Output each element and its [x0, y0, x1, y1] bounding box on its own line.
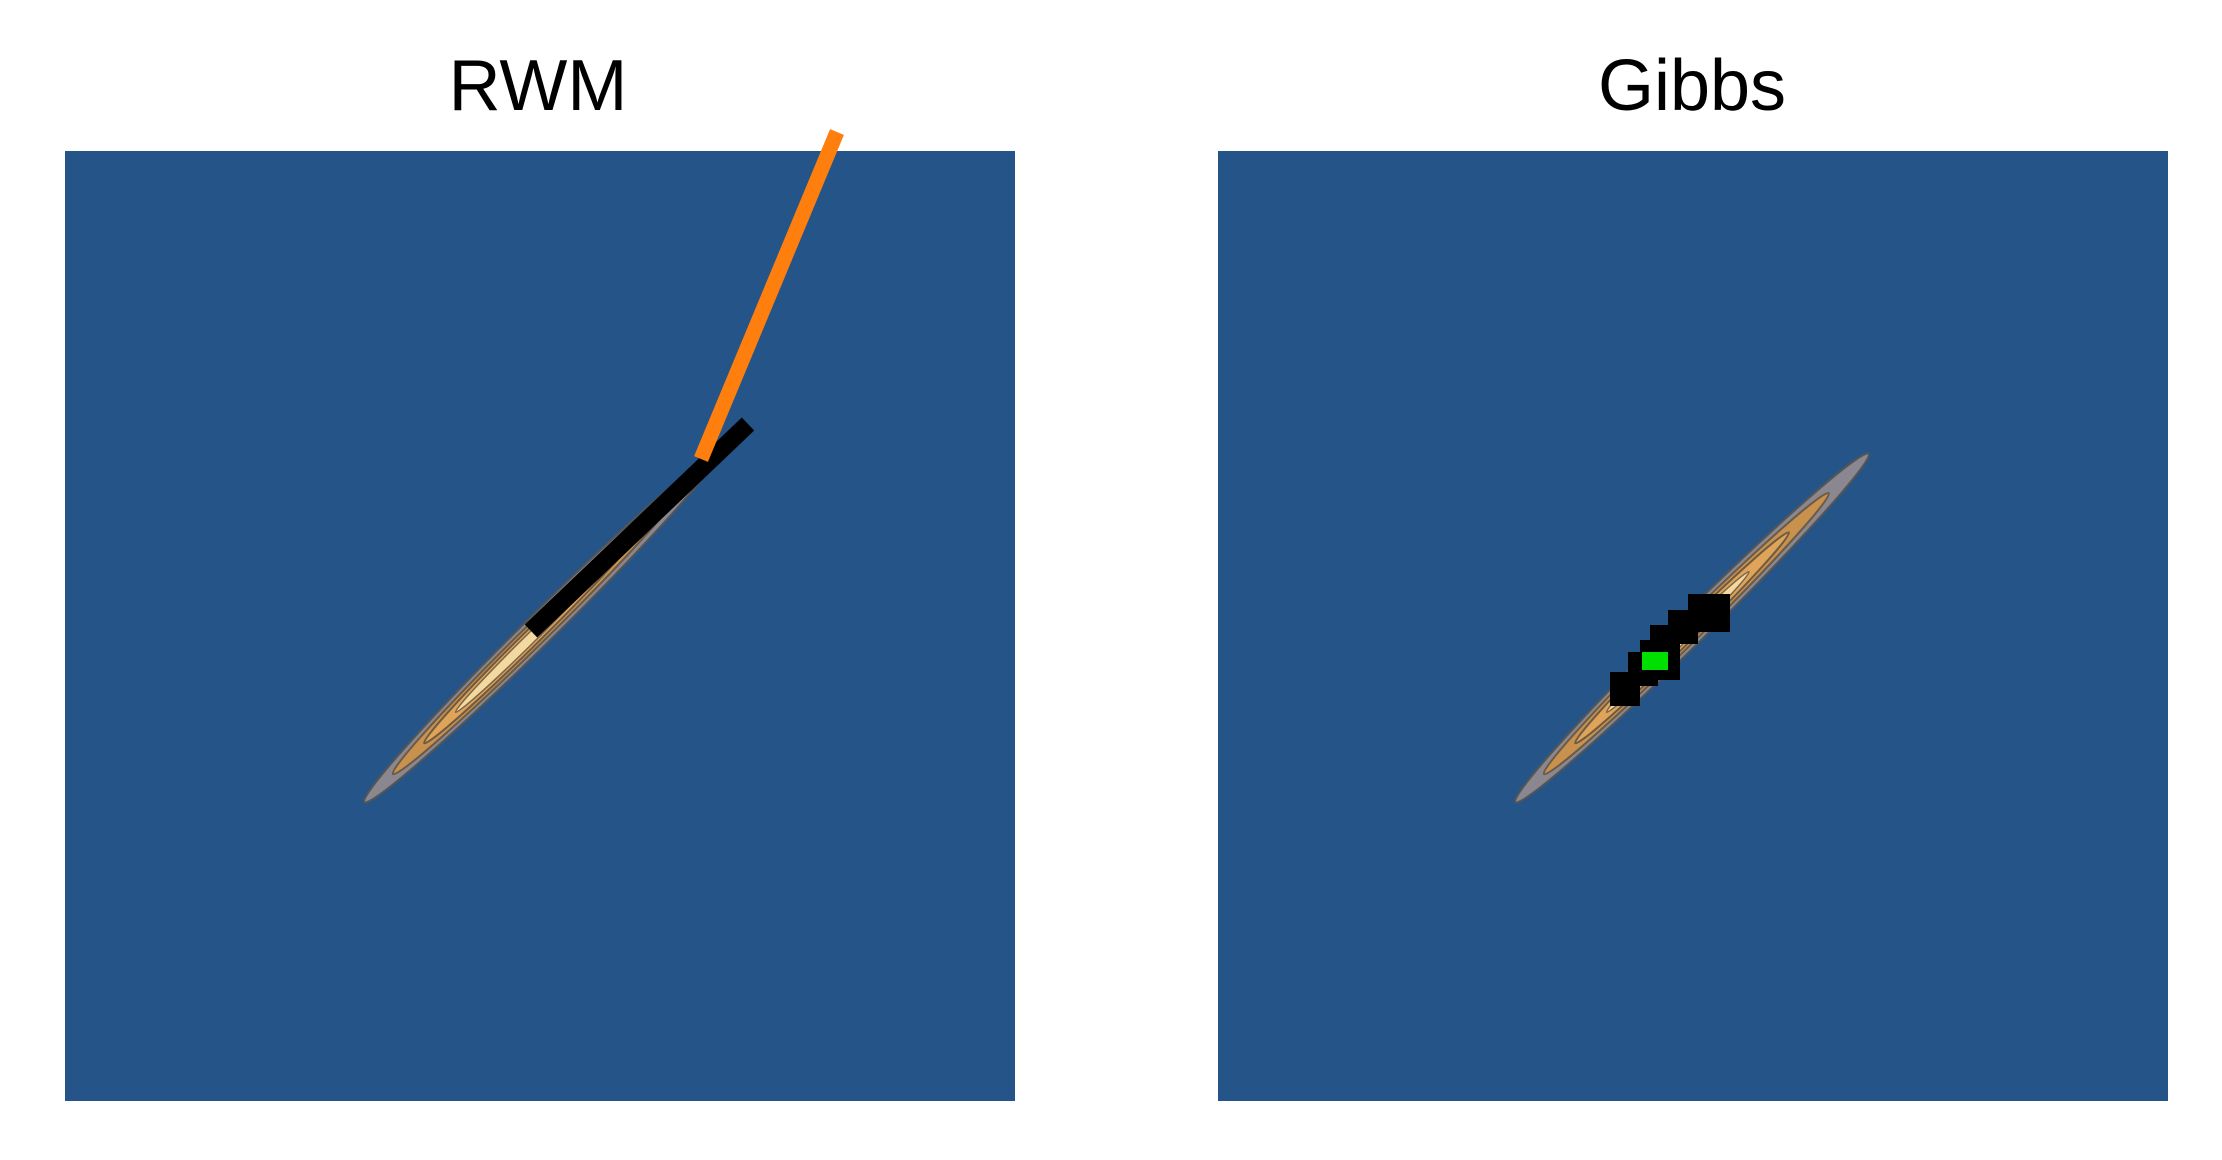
current-sample	[1640, 650, 1670, 672]
panel-rwm: RWM	[65, 46, 1015, 1101]
panel-title: RWM	[449, 46, 628, 126]
sample	[1688, 594, 1730, 632]
proposal	[694, 129, 844, 462]
panel-title: Gibbs	[1598, 46, 1786, 126]
panel-gibbs: Gibbs	[1218, 46, 2168, 1101]
chain-path	[524, 417, 755, 638]
